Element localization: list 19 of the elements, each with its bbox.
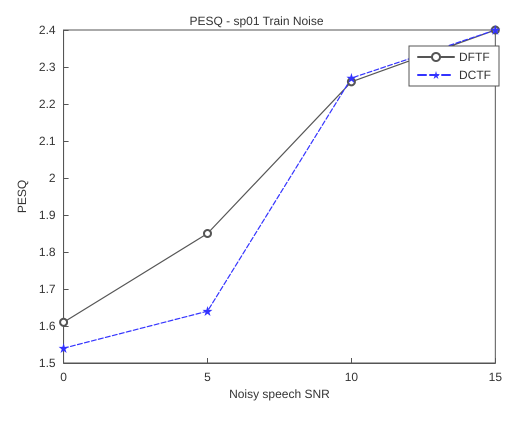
y-tick-label: 1.9 — [38, 208, 56, 222]
chart-title: PESQ - sp01 Train Noise — [189, 14, 324, 28]
x-tick-label: 10 — [344, 370, 358, 384]
y-tick-label: 2.4 — [38, 23, 56, 37]
x-axis-title: Noisy speech SNR — [229, 386, 330, 401]
x-tick-label: 0 — [60, 370, 68, 384]
y-tick-label: 2.3 — [38, 60, 56, 74]
y-tick-label: 1.6 — [38, 319, 56, 333]
legend-label: DFTF — [459, 50, 490, 64]
x-tick-label: 5 — [204, 370, 212, 384]
legend-label: DCTF — [459, 68, 492, 82]
y-tick-label: 1.8 — [38, 245, 56, 259]
y-tick-label: 1.5 — [38, 356, 56, 370]
y-tick-label: 1.7 — [38, 282, 56, 296]
y-tick-label: 2 — [48, 171, 56, 185]
x-tick-label: 15 — [488, 370, 502, 384]
y-tick-label: 2.1 — [38, 134, 56, 148]
y-tick-label: 2.2 — [38, 97, 56, 111]
y-axis-title: PESQ — [15, 180, 29, 214]
